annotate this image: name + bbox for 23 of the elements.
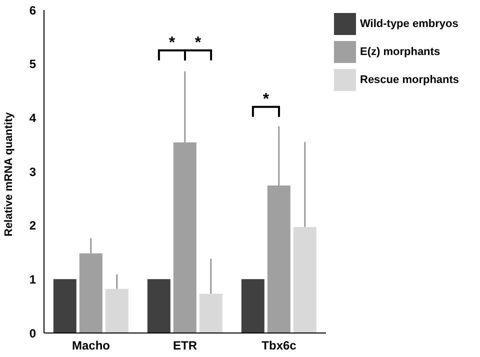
bar bbox=[241, 279, 264, 333]
bar bbox=[53, 279, 76, 333]
y-tick-label: 0 bbox=[29, 326, 36, 340]
bar bbox=[293, 226, 316, 333]
x-tick-label: ETR bbox=[173, 338, 198, 353]
legend-label: Wild-type embryos bbox=[360, 18, 458, 30]
legend-label: E(z) morphants bbox=[360, 46, 440, 58]
annotation: * bbox=[194, 34, 202, 52]
y-tick-label: 4 bbox=[29, 110, 36, 125]
bar bbox=[105, 288, 128, 333]
y-tick-label: 3 bbox=[29, 164, 36, 179]
bar bbox=[199, 294, 222, 333]
y-tick-label: 2 bbox=[29, 218, 36, 233]
annotation: * bbox=[262, 90, 270, 108]
bar bbox=[147, 279, 170, 333]
legend-label: Rescue morphants bbox=[360, 74, 460, 86]
annotation: * bbox=[168, 34, 176, 52]
y-tick-label: 1 bbox=[29, 272, 36, 286]
y-tick-label: 6 bbox=[29, 3, 36, 18]
x-tick-label: Macho bbox=[72, 338, 110, 353]
x-tick-label: Tbx6c bbox=[262, 338, 297, 353]
y-tick-label: 5 bbox=[29, 57, 36, 72]
y-axis-title: Relative mRNA quantity bbox=[2, 111, 15, 236]
